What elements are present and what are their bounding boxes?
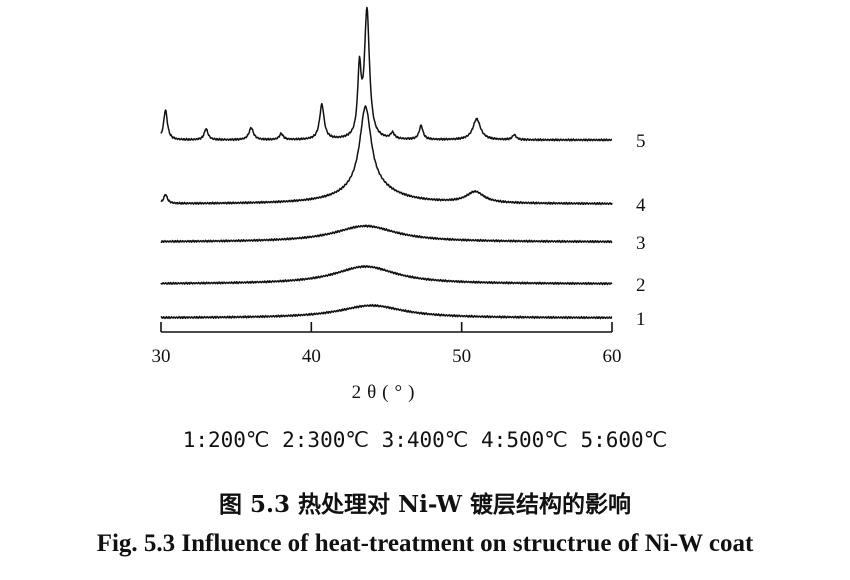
series-label-5: 5 — [636, 131, 646, 152]
x-tick-label-40: 40 — [302, 346, 321, 367]
series-label-2: 2 — [636, 275, 646, 296]
series-line-4 — [160, 105, 613, 206]
series-group — [160, 6, 613, 320]
legend: 1:200℃ 2:300℃ 3:400℃ 4:500℃ 5:600℃ — [182, 428, 668, 452]
series-label-4: 4 — [636, 195, 646, 216]
series-line-5 — [160, 6, 613, 142]
series-label-3: 3 — [636, 233, 646, 254]
x-tick-label-50: 50 — [452, 346, 471, 367]
series-line-1 — [160, 303, 613, 320]
xrd-chart: 30 40 50 60 1 2 3 4 5 2θ(°) — [152, 6, 646, 403]
series-labels: 1 2 3 4 5 — [636, 131, 646, 330]
x-tick-label-30: 30 — [152, 346, 171, 367]
x-axis-title: 2θ(°) — [352, 382, 421, 403]
series-label-1: 1 — [636, 309, 646, 330]
x-tick-label-60: 60 — [603, 346, 622, 367]
series-line-3 — [160, 224, 613, 244]
series-line-2 — [160, 264, 613, 286]
figure-caption-en: Fig. 5.3 Influence of heat-treatment on … — [96, 530, 754, 557]
x-axis-ticks: 30 40 50 60 — [152, 322, 622, 367]
figure-caption-cn: 图 5.3 热处理对 Ni-W 镀层结构的影响 — [219, 491, 631, 518]
